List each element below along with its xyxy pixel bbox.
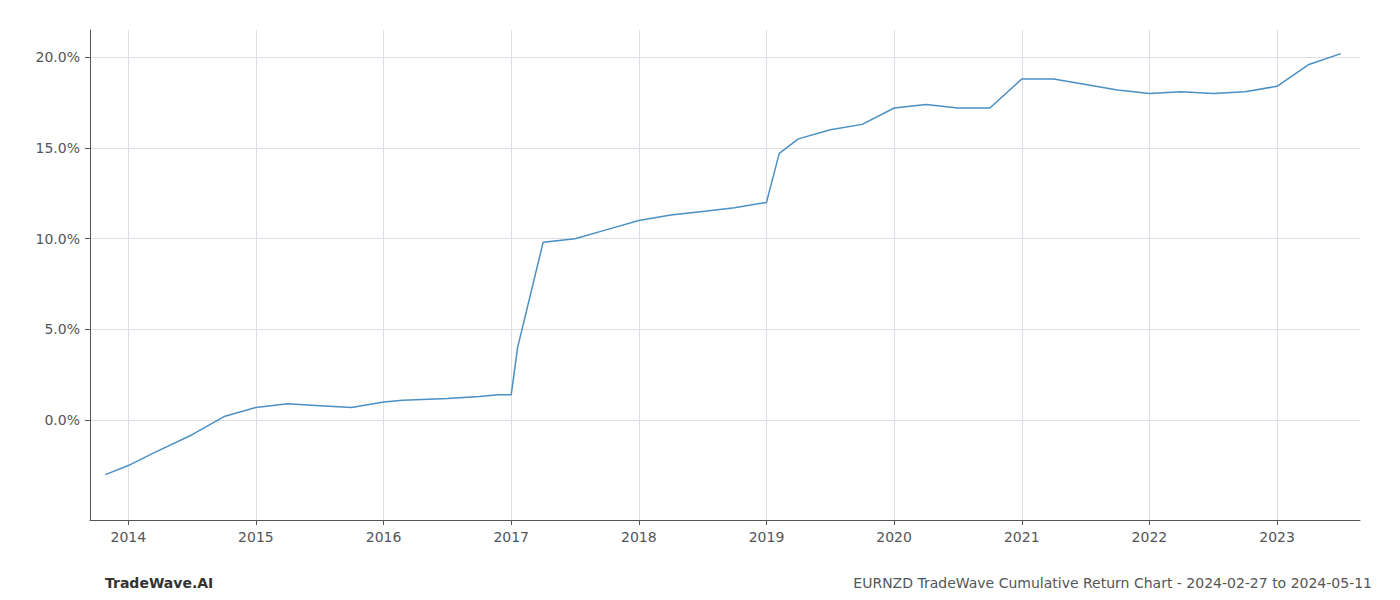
svg-text:20.0%: 20.0% xyxy=(36,49,80,65)
svg-text:2015: 2015 xyxy=(238,529,274,545)
svg-text:2014: 2014 xyxy=(110,529,146,545)
svg-text:TradeWave.AI: TradeWave.AI xyxy=(105,575,213,591)
svg-text:2021: 2021 xyxy=(1004,529,1040,545)
svg-text:2017: 2017 xyxy=(493,529,529,545)
svg-text:15.0%: 15.0% xyxy=(36,140,80,156)
svg-text:2022: 2022 xyxy=(1132,529,1168,545)
svg-text:5.0%: 5.0% xyxy=(44,321,80,337)
svg-text:2016: 2016 xyxy=(366,529,402,545)
svg-text:10.0%: 10.0% xyxy=(36,231,80,247)
svg-text:2023: 2023 xyxy=(1259,529,1295,545)
svg-text:2020: 2020 xyxy=(876,529,912,545)
svg-text:2019: 2019 xyxy=(749,529,785,545)
svg-text:2018: 2018 xyxy=(621,529,657,545)
svg-text:0.0%: 0.0% xyxy=(44,412,80,428)
svg-text:EURNZD TradeWave Cumulative Re: EURNZD TradeWave Cumulative Return Chart… xyxy=(853,575,1372,591)
